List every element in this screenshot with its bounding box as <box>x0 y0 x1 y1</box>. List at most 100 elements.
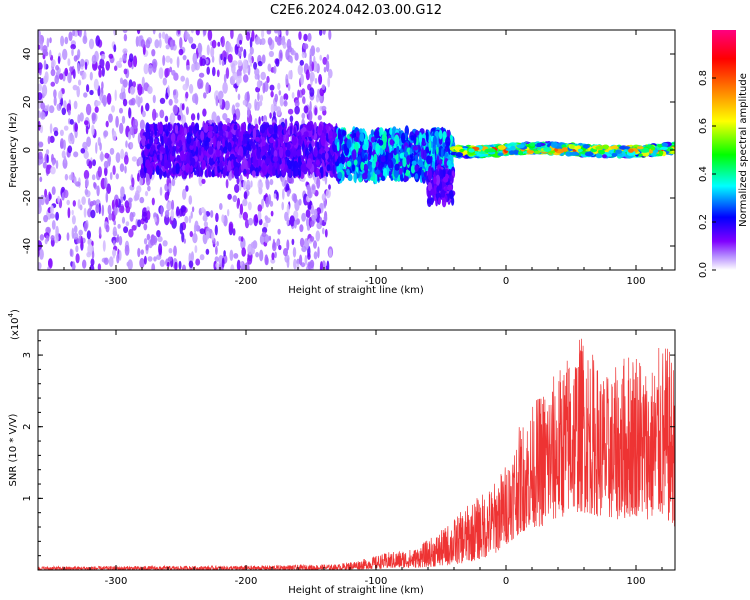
spectrogram-cell <box>206 66 210 75</box>
spectrogram-cell <box>194 245 198 254</box>
spectrogram-cell <box>309 87 315 97</box>
spectrogram-cell <box>91 250 95 260</box>
spectrogram-cell <box>73 100 78 110</box>
spectrogram-cell <box>211 231 215 241</box>
spectrogram-cell <box>353 159 358 166</box>
spectrogram-cell <box>49 123 53 134</box>
spectrogram-cell <box>177 114 182 121</box>
spectrogram-cell <box>276 106 282 116</box>
spectrogram-cell <box>291 238 295 246</box>
spectrogram-cell <box>274 251 277 259</box>
spectrogram-cell <box>89 201 94 207</box>
spectrogram-cell <box>40 102 45 110</box>
spectrogram-cell <box>122 53 127 62</box>
spectrogram-cell <box>428 139 432 152</box>
spectrogram-cell <box>252 141 256 151</box>
spectrogram-cell <box>439 159 443 165</box>
spectrogram-cell <box>268 50 274 58</box>
spectrogram-cell <box>63 139 66 151</box>
spectrogram-cell <box>414 164 419 172</box>
spectrogram-cell <box>187 33 191 41</box>
spectrogram-cell <box>46 37 50 48</box>
spectrogram-cell <box>119 205 125 214</box>
spectrogram-cell <box>178 260 182 270</box>
spectrogram-cell <box>237 59 243 67</box>
spectrogram-cell <box>287 108 294 115</box>
spectrogram-cell <box>258 116 261 126</box>
spectrogram-cell <box>237 51 242 57</box>
spectrogram-cell <box>192 232 198 244</box>
spectrogram-cell <box>98 202 102 215</box>
spectrogram-cell <box>399 172 404 181</box>
spectrogram-cell <box>159 169 163 175</box>
spectrogram-cell <box>303 105 309 114</box>
spectrogram-cell <box>174 98 179 104</box>
spectrogram-cell <box>233 124 238 131</box>
spectrogram-cell <box>191 30 194 34</box>
spectrogram-cell <box>436 146 439 155</box>
spectrogram-cell <box>267 37 273 46</box>
spectrogram-cell <box>205 230 210 240</box>
spectrogram-cell <box>50 166 56 175</box>
spectrogram-cell <box>293 258 297 270</box>
spectrogram-cell <box>121 216 126 224</box>
spectrogram-cell <box>73 225 78 234</box>
spectrogram-cell <box>224 100 230 111</box>
spectrogram-cell <box>172 165 176 175</box>
spectrogram-cell <box>100 151 104 162</box>
spectrogram-cell <box>248 128 252 135</box>
spectrogram-cell <box>156 154 160 160</box>
spectrogram-cell <box>141 110 146 118</box>
spectrogram-cell <box>112 165 116 176</box>
spectrogram-cell <box>71 215 76 225</box>
spectrogram-cell <box>285 183 290 192</box>
spectrogram-cell <box>182 55 187 61</box>
spectrogram-cell <box>236 37 240 47</box>
spectrogram-cell <box>107 204 112 215</box>
spectrogram-cell <box>315 47 320 53</box>
spectrogram-cell <box>174 124 179 134</box>
spectrogram-cell <box>139 257 145 269</box>
spectrogram-cell <box>72 69 76 79</box>
spectrogram-cell <box>325 189 331 199</box>
spectrogram-cell <box>301 156 305 162</box>
spectrogram-cell <box>115 173 120 180</box>
spectrogram-cell <box>115 115 119 128</box>
spectrogram-cell <box>418 132 423 145</box>
spectrogram-cell <box>147 185 151 192</box>
spectrogram-cell <box>43 214 49 223</box>
spectrogram-cell <box>169 58 173 64</box>
spectrogram-cell <box>262 227 268 234</box>
spectrogram-cell <box>266 30 272 35</box>
spectrogram-cell <box>321 132 325 140</box>
spectrogram-cell <box>404 169 410 177</box>
spectrogram-cell <box>79 112 84 122</box>
spectrogram-cell <box>198 147 202 156</box>
spectrogram-cell <box>74 122 78 132</box>
spectrogram-cell <box>68 132 74 145</box>
spectrogram-cell <box>194 170 197 176</box>
spectrogram-cell <box>327 76 331 88</box>
spectrogram-cell <box>433 176 437 185</box>
spectrogram-cell <box>95 204 100 214</box>
spectrogram-cell <box>115 198 119 208</box>
spectrogram-cell <box>225 130 229 138</box>
spectrogram-cell <box>290 50 296 56</box>
spectrogram-cell <box>82 35 88 45</box>
spectrogram-cell <box>158 38 162 49</box>
spectrogram-cell <box>223 73 227 84</box>
spectrogram-cell <box>242 146 247 155</box>
spectrogram-cell <box>85 103 92 116</box>
spectrogram-cell <box>335 161 340 167</box>
spectrogram-cell <box>313 208 318 220</box>
spectrogram-cell <box>121 115 126 124</box>
spectrogram-cell <box>212 66 216 77</box>
spectrogram-cell <box>145 102 150 112</box>
spectrogram-cell <box>336 141 340 152</box>
spectrogram-cell <box>261 30 265 39</box>
spectrogram-cell <box>180 75 185 82</box>
spectrogram-cell <box>128 197 133 203</box>
spectrogram-cell <box>154 216 157 223</box>
spectrogram-cell <box>259 181 264 189</box>
